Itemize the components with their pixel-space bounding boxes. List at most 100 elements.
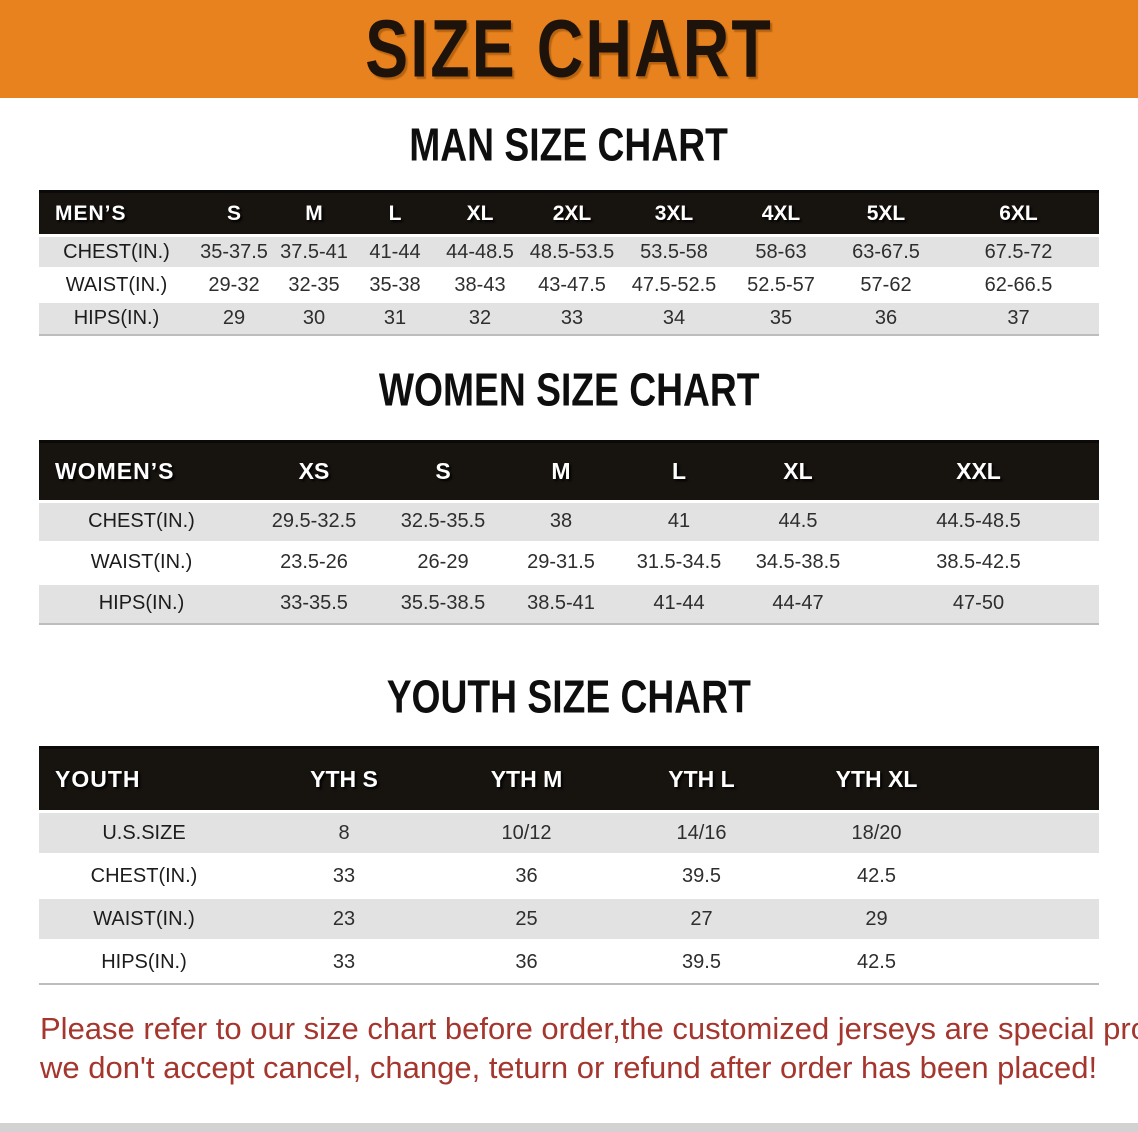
- disclaimer-line-1: Please refer to our size chart before or…: [40, 1010, 1138, 1046]
- size-cell: 33: [524, 301, 620, 335]
- size-cell: 58-63: [728, 235, 834, 269]
- men-table-header-row: MEN’S S M L XL 2XL 3XL 4XL 5XL 6XL: [39, 190, 1099, 236]
- size-cell: 67.5-72: [938, 235, 1099, 269]
- size-cell: 35: [728, 301, 834, 335]
- size-cell: 62-66.5: [938, 268, 1099, 302]
- size-cell: 42.5: [789, 940, 964, 984]
- size-cell: 34: [620, 301, 728, 335]
- men-column-header: 6XL: [938, 190, 1099, 236]
- size-cell: 36: [439, 940, 614, 984]
- size-cell: 10/12: [439, 811, 614, 855]
- women-column-header: XS: [244, 439, 384, 501]
- youth-column-header: YTH M: [439, 746, 614, 812]
- women-section-heading-text: WOMEN SIZE CHART: [378, 364, 760, 417]
- size-cell: 38.5-41: [502, 583, 620, 624]
- women-waist-row: WAIST(IN.) 23.5-26 26-29 29-31.5 31.5-34…: [39, 542, 1099, 583]
- size-cell: 35.5-38.5: [384, 583, 502, 624]
- size-cell: 38: [502, 501, 620, 542]
- youth-section-heading-text: YOUTH SIZE CHART: [386, 672, 752, 724]
- men-column-header: S: [194, 190, 274, 236]
- size-cell: 43-47.5: [524, 268, 620, 302]
- size-cell: 33: [249, 854, 439, 898]
- size-cell: 33: [249, 940, 439, 984]
- size-cell: 53.5-58: [620, 235, 728, 269]
- row-label: WAIST(IN.): [39, 897, 249, 941]
- size-cell: 37.5-41: [274, 235, 354, 269]
- size-cell: 39.5: [614, 854, 789, 898]
- youth-column-header: YTH XL: [789, 746, 964, 812]
- youth-table-title: YOUTH: [39, 746, 249, 812]
- youth-section-heading: YOUTH SIZE CHART: [0, 672, 1138, 723]
- size-cell: 41: [620, 501, 738, 542]
- size-cell: 57-62: [834, 268, 938, 302]
- women-column-header: XXL: [858, 439, 1099, 501]
- row-label: WAIST(IN.): [39, 268, 194, 302]
- disclaimer-text: Please refer to our size chart before or…: [40, 1009, 1138, 1087]
- size-cell: 14/16: [614, 811, 789, 855]
- size-cell: 63-67.5: [834, 235, 938, 269]
- size-cell: 35-37.5: [194, 235, 274, 269]
- size-chart-banner: SIZE CHART: [0, 0, 1138, 98]
- men-waist-row: WAIST(IN.) 29-32 32-35 35-38 38-43 43-47…: [39, 268, 1099, 302]
- women-size-table: WOMEN’S XS S M L XL XXL CHEST(IN.) 29.5-…: [39, 439, 1099, 625]
- men-chest-row: CHEST(IN.) 35-37.5 37.5-41 41-44 44-48.5…: [39, 235, 1099, 269]
- spacer-cell: [964, 811, 1099, 855]
- banner-title: SIZE CHART: [365, 3, 773, 95]
- size-cell: 36: [439, 854, 614, 898]
- size-cell: 25: [439, 897, 614, 941]
- men-column-header: M: [274, 190, 354, 236]
- men-column-header: XL: [436, 190, 524, 236]
- bottom-edge-strip: [0, 1123, 1138, 1132]
- women-chest-row: CHEST(IN.) 29.5-32.5 32.5-35.5 38 41 44.…: [39, 501, 1099, 542]
- size-cell: 33-35.5: [244, 583, 384, 624]
- size-cell: 29-31.5: [502, 542, 620, 583]
- size-cell: 23.5-26: [244, 542, 384, 583]
- men-column-header: 2XL: [524, 190, 620, 236]
- size-cell: 44.5-48.5: [858, 501, 1099, 542]
- size-cell: 29: [789, 897, 964, 941]
- youth-size-table: YOUTH YTH S YTH M YTH L YTH XL U.S.SIZE …: [39, 746, 1099, 985]
- women-table-title: WOMEN’S: [39, 439, 244, 501]
- youth-ussize-row: U.S.SIZE 8 10/12 14/16 18/20: [39, 811, 1099, 855]
- size-cell: 18/20: [789, 811, 964, 855]
- women-column-header: S: [384, 439, 502, 501]
- size-cell: 8: [249, 811, 439, 855]
- men-section-heading-text: MAN SIZE CHART: [409, 120, 729, 172]
- size-cell: 37: [938, 301, 1099, 335]
- size-cell: 31.5-34.5: [620, 542, 738, 583]
- men-column-header: L: [354, 190, 436, 236]
- size-cell: 41-44: [354, 235, 436, 269]
- disclaimer-line-2: we don't accept cancel, change, teturn o…: [40, 1049, 1098, 1085]
- spacer-cell: [964, 940, 1099, 984]
- size-cell: 38.5-42.5: [858, 542, 1099, 583]
- row-label: WAIST(IN.): [39, 542, 244, 583]
- size-cell: 39.5: [614, 940, 789, 984]
- size-cell: 47.5-52.5: [620, 268, 728, 302]
- size-cell: 48.5-53.5: [524, 235, 620, 269]
- women-column-header: M: [502, 439, 620, 501]
- size-cell: 29: [194, 301, 274, 335]
- size-cell: 44-48.5: [436, 235, 524, 269]
- women-hips-row: HIPS(IN.) 33-35.5 35.5-38.5 38.5-41 41-4…: [39, 583, 1099, 624]
- women-table-header-row: WOMEN’S XS S M L XL XXL: [39, 439, 1099, 501]
- row-label: CHEST(IN.): [39, 235, 194, 269]
- row-label: CHEST(IN.): [39, 501, 244, 542]
- size-cell: 26-29: [384, 542, 502, 583]
- spacer-cell: [964, 746, 1099, 812]
- size-cell: 30: [274, 301, 354, 335]
- size-cell: 31: [354, 301, 436, 335]
- women-column-header: XL: [738, 439, 858, 501]
- size-cell: 47-50: [858, 583, 1099, 624]
- size-cell: 42.5: [789, 854, 964, 898]
- men-section-heading: MAN SIZE CHART: [0, 120, 1138, 171]
- spacer-cell: [964, 897, 1099, 941]
- men-table-title: MEN’S: [39, 190, 194, 236]
- women-section-heading: WOMEN SIZE CHART: [0, 365, 1138, 416]
- men-column-header: 4XL: [728, 190, 834, 236]
- men-hips-row: HIPS(IN.) 29 30 31 32 33 34 35 36 37: [39, 301, 1099, 335]
- size-cell: 36: [834, 301, 938, 335]
- youth-column-header: YTH S: [249, 746, 439, 812]
- row-label: HIPS(IN.): [39, 301, 194, 335]
- men-size-table: MEN’S S M L XL 2XL 3XL 4XL 5XL 6XL CHEST…: [39, 190, 1099, 336]
- size-cell: 29.5-32.5: [244, 501, 384, 542]
